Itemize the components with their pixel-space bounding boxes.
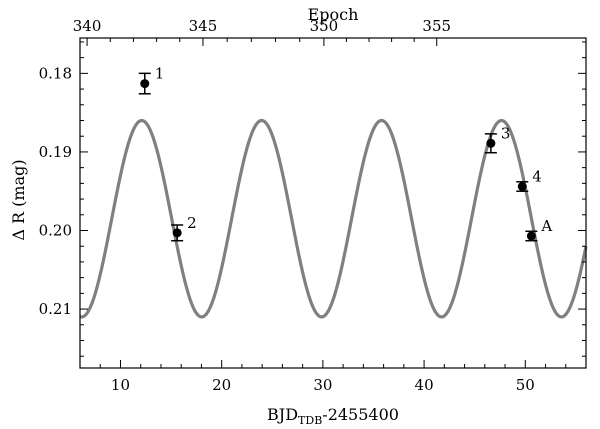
x-tick-label: 30	[313, 376, 332, 394]
top-tick-label: 350	[310, 17, 339, 35]
data-point-label: 1	[155, 65, 165, 83]
y-tick-label: 0.21	[39, 300, 72, 318]
x-tick-label: 10	[111, 376, 130, 394]
data-point-label: 3	[501, 124, 511, 142]
data-point	[172, 228, 182, 238]
x-axis-title-suffix: -2455400	[322, 405, 399, 424]
x-tick-label: 40	[415, 376, 434, 394]
data-point	[486, 138, 496, 148]
data-point-label: A	[540, 217, 552, 235]
y-tick-label: 0.18	[39, 64, 72, 82]
x-axis-title-subscript: TDB	[298, 414, 322, 427]
plot-frame	[79, 37, 587, 369]
data-point	[526, 231, 536, 241]
x-tick-label: 50	[516, 376, 535, 394]
top-tick-label: 355	[422, 17, 451, 35]
x-axis-title-main: BJD	[267, 405, 298, 424]
top-tick-label: 340	[73, 17, 102, 35]
data-point-label: 4	[532, 168, 542, 186]
data-point	[140, 79, 150, 89]
x-tick-label: 20	[212, 376, 231, 394]
y-axis-title: Δ R (mag)	[9, 159, 28, 240]
x-axis-title: BJDTDB-2455400	[267, 405, 399, 427]
data-point	[517, 182, 527, 191]
data-point-label: 2	[187, 214, 197, 232]
model-curve	[79, 118, 588, 319]
y-tick-label: 0.20	[39, 222, 72, 240]
top-tick-label: 345	[189, 17, 218, 35]
top-axis-title: Epoch	[308, 5, 359, 24]
y-tick-label: 0.19	[39, 143, 72, 161]
